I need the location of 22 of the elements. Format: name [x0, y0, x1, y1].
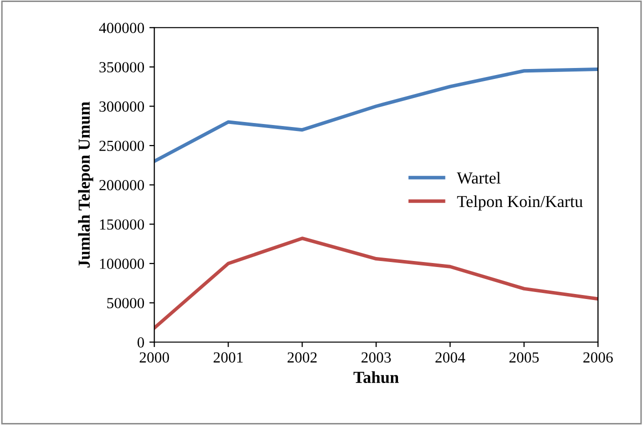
y-tick-label: 50000: [107, 298, 144, 308]
y-tick-label: 150000: [100, 219, 144, 230]
y-tick-label: 200000: [99, 180, 144, 190]
y-tick-label: 300000: [99, 101, 144, 112]
y-tick-label: 250000: [99, 140, 144, 152]
legend-label: Wartel: [456, 172, 501, 184]
line-series: [154, 236, 598, 330]
x-tick-label: 2001: [214, 352, 243, 363]
y-axis-title: Jumlah Telepon Umum: [78, 102, 94, 268]
y-tick-label: 400000: [99, 22, 144, 34]
y-tick-label: 100000: [100, 258, 144, 269]
x-tick-label: 2005: [509, 352, 539, 363]
x-tick-label: 2002: [288, 352, 317, 363]
x-axis-title: Tahun: [354, 371, 399, 384]
y-tick-label: 350000: [99, 62, 144, 72]
line-series: [154, 68, 598, 164]
x-tick-label: 2004: [435, 352, 466, 363]
x-tick-label: 2000: [140, 352, 170, 363]
y-tick-label: 0: [138, 337, 144, 348]
legend-label: Telpon Koin/Kartu: [457, 195, 583, 211]
x-tick-label: 2003: [362, 352, 391, 363]
x-tick-label: 2006: [583, 352, 613, 363]
